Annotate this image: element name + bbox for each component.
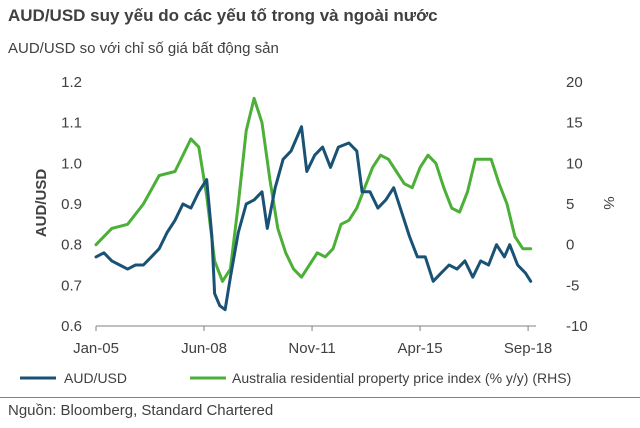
divider (0, 397, 640, 398)
y-right-tick-label: 15 (566, 115, 583, 132)
y-left-tick-label: 0.9 (61, 196, 82, 213)
y-left-tick-label: 1.1 (61, 115, 82, 132)
y-right-tick-label: 5 (566, 196, 574, 213)
y-axis-right-label: % (600, 196, 617, 209)
y-left-tick-label: 0.6 (61, 318, 82, 335)
y-axis-left-label: AUD/USD (33, 169, 50, 238)
y-right-tick-label: 10 (566, 155, 583, 172)
legend-item-audusd-label: AUD/USD (64, 370, 127, 386)
legend-item-property-index-label: Australia residential property price ind… (232, 370, 571, 386)
chart-subtitle: AUD/USD so với chỉ số giá bất động sản (8, 40, 279, 57)
y-left-tick-label: 0.7 (61, 277, 82, 294)
y-right-tick-label: -10 (566, 318, 588, 335)
plot-area: 0.6 0.7 0.8 0.9 1.0 1.1 1.2 -10 -5 0 5 10 15 20 Jan-05… (61, 74, 588, 357)
x-tick-label: Apr-15 (398, 340, 443, 357)
x-tick-label: Jun-08 (181, 340, 227, 357)
y-right-tick-label: 20 (566, 74, 583, 91)
x-tick-label: Nov-11 (288, 340, 335, 357)
source-note: Nguồn: Bloomberg, Standard Chartered (8, 402, 274, 419)
y-left-tick-label: 1.0 (61, 155, 82, 172)
y-right-tick-label: 0 (566, 237, 574, 254)
x-tick-label: Sep-18 (504, 340, 552, 357)
y-left-tick-label: 0.8 (61, 237, 82, 254)
y-right-tick-label: -5 (566, 277, 579, 294)
series-line-property-index (94, 96, 533, 283)
legend: AUD/USD Australia residential property pr… (20, 370, 571, 386)
series-line-audusd (94, 125, 533, 312)
x-tick-label: Jan-05 (73, 340, 119, 357)
chart-title: AUD/USD suy yếu do các yếu tố trong và n… (8, 6, 438, 25)
y-left-tick-label: 1.2 (61, 74, 82, 91)
